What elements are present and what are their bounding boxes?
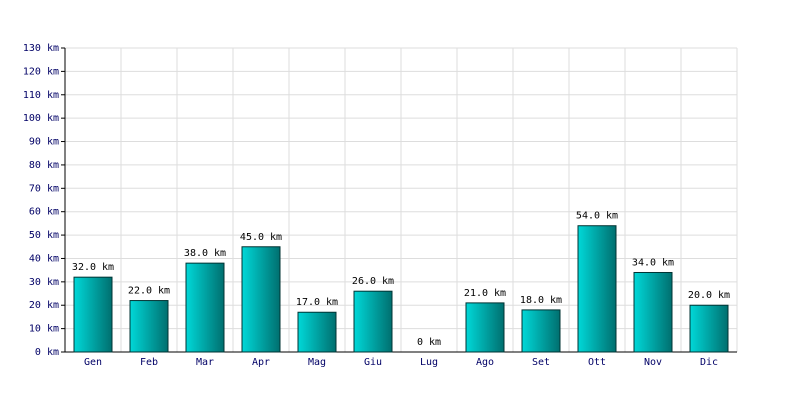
y-tick-label: 0 km: [35, 347, 59, 358]
x-tick-label: Giu: [364, 357, 382, 368]
y-tick-label: 10 km: [29, 324, 59, 335]
x-tick-label: Ago: [476, 357, 494, 368]
bar: [241, 246, 281, 353]
value-label: 32.0 km: [72, 262, 114, 273]
y-tick-label: 130 km: [23, 43, 59, 54]
x-tick-label: Set: [532, 357, 550, 368]
value-label: 0 km: [417, 337, 441, 348]
y-tick-label: 90 km: [29, 137, 59, 148]
bar: [521, 309, 561, 353]
value-label: 54.0 km: [576, 211, 618, 222]
bar: [633, 271, 673, 353]
value-label: 20.0 km: [688, 290, 730, 301]
bar: [465, 302, 505, 353]
bar: [297, 311, 337, 353]
y-tick-label: 110 km: [23, 90, 59, 101]
bar: [73, 276, 113, 353]
value-label: 38.0 km: [184, 248, 226, 259]
value-label: 26.0 km: [352, 276, 394, 287]
x-tick-label: Lug: [420, 357, 438, 368]
bar: [129, 300, 169, 353]
bar: [689, 304, 729, 353]
value-label: 17.0 km: [296, 297, 338, 308]
x-tick-label: Mar: [196, 357, 214, 368]
y-tick-label: 20 km: [29, 300, 59, 311]
x-tick-label: Nov: [644, 357, 662, 368]
y-tick-label: 80 km: [29, 160, 59, 171]
bar: [185, 262, 225, 353]
value-label: 18.0 km: [520, 295, 562, 306]
bar: [577, 225, 617, 353]
y-tick-label: 70 km: [29, 183, 59, 194]
y-tick-label: 100 km: [23, 113, 59, 124]
x-tick-label: Dic: [700, 357, 718, 368]
y-tick-label: 30 km: [29, 277, 59, 288]
x-tick-label: Apr: [252, 357, 270, 368]
y-tick-label: 40 km: [29, 253, 59, 264]
value-label: 45.0 km: [240, 232, 282, 243]
x-tick-label: Gen: [84, 357, 102, 368]
y-tick-label: 60 km: [29, 207, 59, 218]
value-label: 21.0 km: [464, 288, 506, 299]
x-tick-label: Mag: [308, 357, 326, 368]
x-tick-label: Feb: [140, 357, 158, 368]
bar: [353, 290, 393, 353]
y-tick-label: 120 km: [23, 66, 59, 77]
value-label: 34.0 km: [632, 257, 674, 268]
y-tick-label: 50 km: [29, 230, 59, 241]
x-tick-label: Ott: [588, 357, 606, 368]
value-label: 22.0 km: [128, 286, 170, 297]
